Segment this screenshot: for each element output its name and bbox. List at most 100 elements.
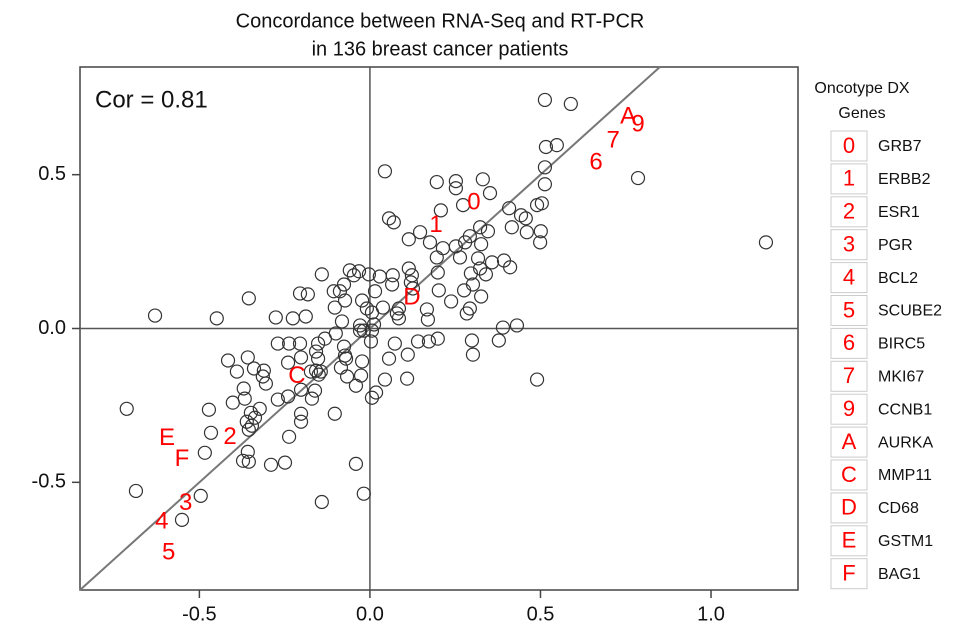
point	[354, 293, 370, 308]
point	[386, 215, 401, 230]
point	[147, 308, 163, 323]
legend-name: BAG1	[878, 566, 921, 583]
chart-title: in 136 breast cancer patients	[312, 38, 569, 60]
point	[229, 364, 245, 379]
point	[448, 174, 463, 189]
legend-name: GRB7	[878, 138, 922, 155]
point	[421, 334, 437, 349]
point	[400, 347, 415, 362]
legend-key: C	[841, 462, 857, 487]
point	[503, 260, 518, 275]
point	[354, 354, 370, 369]
point	[364, 305, 380, 320]
point	[193, 488, 208, 503]
legend-name: ERBB2	[878, 171, 931, 188]
point	[293, 382, 309, 397]
point	[538, 139, 554, 155]
point	[533, 235, 548, 250]
point	[504, 220, 519, 235]
legend-name: GSTM1	[878, 533, 933, 550]
chart-title: Concordance between RNA-Seq and RT-PCR	[236, 10, 645, 32]
point	[255, 369, 270, 384]
point	[328, 326, 343, 341]
point	[549, 138, 564, 153]
point	[270, 336, 285, 351]
legend-name: SCUBE2	[878, 303, 942, 320]
point	[293, 406, 309, 421]
point	[420, 312, 436, 327]
point	[457, 235, 473, 250]
legend-key: 4	[843, 264, 855, 289]
point	[241, 422, 256, 437]
y-tick-label: 0.5	[38, 163, 66, 185]
point	[537, 92, 553, 108]
point	[246, 361, 262, 376]
point	[429, 174, 444, 190]
point	[277, 455, 293, 470]
legend-name: CD68	[878, 500, 919, 517]
point	[473, 220, 488, 235]
x-tick-label: 0.5	[527, 603, 555, 625]
point	[356, 486, 371, 501]
point	[220, 353, 236, 368]
point	[519, 225, 534, 240]
point	[327, 300, 342, 315]
point	[430, 331, 445, 346]
point	[128, 483, 144, 499]
point	[475, 172, 490, 187]
point	[384, 277, 400, 292]
point	[412, 225, 428, 240]
legend-key-box	[830, 130, 868, 162]
point	[241, 291, 256, 306]
point	[401, 232, 416, 247]
point	[509, 318, 525, 333]
point	[326, 284, 341, 299]
x-tick-label: 0.0	[356, 603, 384, 625]
point	[462, 301, 477, 316]
legend-key-box	[830, 492, 868, 524]
point	[482, 186, 498, 201]
legend-key-box	[830, 558, 868, 590]
point	[401, 261, 416, 276]
point	[529, 372, 545, 387]
point	[346, 268, 361, 283]
point	[332, 284, 348, 299]
point	[356, 323, 371, 338]
point	[361, 267, 377, 282]
point	[342, 263, 357, 278]
gene-label: 9	[631, 110, 644, 137]
point	[307, 383, 323, 398]
point	[410, 334, 426, 349]
legend-key-box	[830, 525, 868, 557]
gene-label: D	[403, 284, 420, 311]
gene-label: 1	[429, 211, 442, 238]
point	[444, 294, 459, 309]
point	[311, 367, 326, 382]
point	[339, 369, 355, 384]
gene-label: 5	[162, 538, 175, 565]
point	[348, 378, 364, 393]
point	[300, 287, 315, 302]
x-tick-label: 1.0	[697, 603, 725, 625]
legend-name: MKI67	[878, 369, 924, 386]
point	[327, 406, 342, 421]
y-tick-label: 0.0	[38, 317, 66, 339]
point	[337, 293, 353, 308]
point	[310, 336, 326, 351]
point	[237, 391, 252, 406]
legend-key: 1	[843, 166, 855, 191]
point	[280, 355, 296, 370]
gene-label: 6	[589, 149, 602, 176]
point	[270, 392, 285, 407]
point	[459, 306, 474, 321]
legend-name: BCL2	[878, 270, 918, 287]
point	[304, 391, 320, 406]
point	[431, 283, 446, 298]
x-tick-label: -0.5	[182, 603, 216, 625]
legend-key-box	[830, 163, 868, 195]
legend-key: 0	[843, 133, 855, 158]
legend-key: 6	[843, 330, 855, 355]
point	[293, 350, 309, 365]
legend-name: AURKA	[878, 434, 933, 451]
point	[464, 333, 480, 348]
